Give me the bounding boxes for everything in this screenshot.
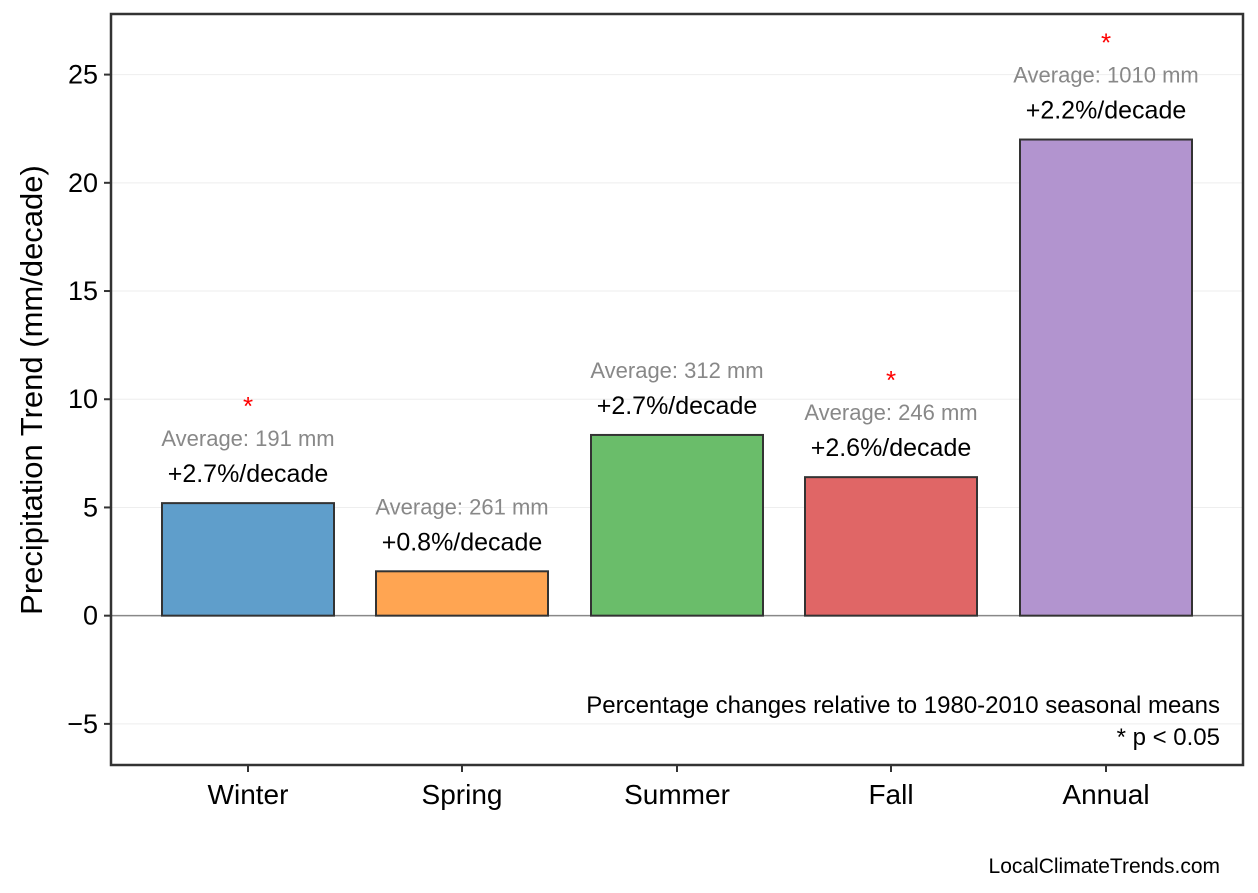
x-tick-label: Fall xyxy=(868,779,913,810)
avg-label: Average: 312 mm xyxy=(590,358,763,383)
pct-label: +2.6%/decade xyxy=(811,434,972,462)
bar-spring xyxy=(375,570,549,617)
y-axis-label: Precipitation Trend (mm/decade) xyxy=(14,165,49,615)
significance-marker: * xyxy=(243,391,253,421)
bar-summer xyxy=(590,433,764,617)
bars: +2.7%/decade Average: 191 mm * +0.8%/decade… xyxy=(161,28,1199,617)
pct-label: +0.8%/decade xyxy=(382,528,543,556)
y-tick-label: 15 xyxy=(68,276,98,306)
pct-label: +2.7%/decade xyxy=(597,392,758,420)
significance-marker: * xyxy=(886,365,896,395)
avg-label: Average: 246 mm xyxy=(804,400,977,425)
y-tick-label: 20 xyxy=(68,168,98,198)
y-tick-label: 10 xyxy=(68,384,98,414)
significance-marker: * xyxy=(1101,28,1111,58)
y-tick-label: 25 xyxy=(68,60,98,90)
x-tick-label: Annual xyxy=(1062,779,1149,810)
avg-label: Average: 1010 mm xyxy=(1013,63,1198,88)
note-baseline: Percentage changes relative to 1980-2010… xyxy=(586,692,1220,719)
bar-fall xyxy=(804,476,978,617)
pct-label: +2.7%/decade xyxy=(168,460,329,488)
x-tick-label: Spring xyxy=(422,779,503,810)
bar-winter xyxy=(161,502,335,617)
pct-label: +2.2%/decade xyxy=(1026,97,1187,125)
avg-label: Average: 261 mm xyxy=(375,494,548,519)
credit: LocalClimateTrends.com xyxy=(989,855,1220,878)
x-tick-label: Winter xyxy=(208,779,289,810)
y-axis: −5 0 5 10 15 20 25 xyxy=(67,60,111,739)
x-axis: Winter Spring Summer Fall Annual xyxy=(208,765,1150,810)
y-tick-label: 5 xyxy=(83,492,98,522)
x-tick-label: Summer xyxy=(624,779,730,810)
note-significance: * p < 0.05 xyxy=(1117,724,1220,751)
bar-annual xyxy=(1019,138,1193,617)
y-tick-label: −5 xyxy=(67,709,98,739)
avg-label: Average: 191 mm xyxy=(161,426,334,451)
y-tick-label: 0 xyxy=(83,601,98,631)
